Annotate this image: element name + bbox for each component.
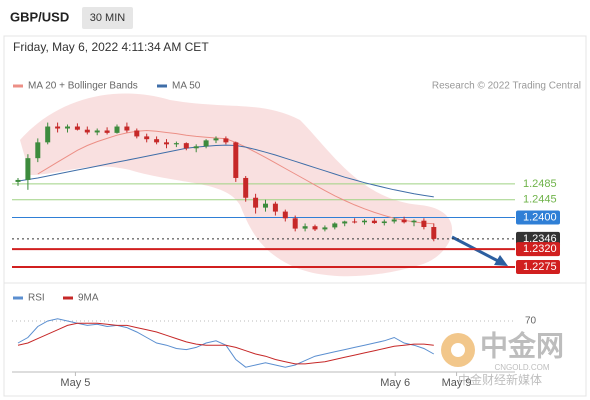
candle-body: [144, 136, 150, 140]
timeframe-button[interactable]: [82, 7, 133, 29]
level-label: 1.2275: [523, 261, 557, 273]
candle-body: [431, 227, 437, 239]
candle-body: [45, 126, 51, 143]
candle-body: [193, 146, 199, 149]
x-tick-label: May 9: [442, 377, 472, 389]
level-label: 1.2445: [523, 194, 557, 206]
level-label-box: [516, 259, 560, 274]
candle-body: [362, 220, 367, 223]
candle-body: [342, 221, 348, 224]
candle-body: [352, 221, 358, 223]
candle-body: [391, 219, 397, 222]
arrow-head: [494, 255, 508, 266]
candle-body: [35, 142, 41, 159]
candle-body: [411, 220, 417, 223]
timeframe[interactable]: 30 MIN: [90, 12, 126, 24]
legend-label: MA 20 + Bollinger Bands: [28, 81, 138, 92]
candle-body: [134, 130, 140, 137]
watermark-tagline: 中金财经新媒体: [458, 372, 542, 387]
candle-body: [332, 223, 338, 228]
level-label: 1.2485: [523, 178, 557, 190]
candle-body: [104, 130, 110, 133]
candle-body: [312, 226, 318, 230]
watermark-name: 中金网: [480, 329, 564, 361]
candle-body: [292, 218, 298, 229]
candle-body: [253, 197, 259, 208]
candle-body: [15, 179, 21, 182]
candle-body: [381, 221, 387, 224]
candle-body: [263, 203, 268, 208]
candle-body: [114, 126, 120, 133]
level-label: 1.2400: [523, 211, 557, 223]
candle-body: [94, 130, 100, 133]
legend-label: MA 50: [172, 81, 201, 92]
credit: Research © 2022 Trading Central: [432, 81, 581, 92]
level-label-box: [516, 210, 560, 225]
candle-body: [213, 138, 219, 141]
level-label: 1.2320: [523, 243, 557, 255]
candle-body: [302, 226, 308, 229]
candle-body: [233, 142, 239, 178]
watermark: 中金网 CNGOLD.COM 中金财经新媒体: [441, 329, 564, 387]
candle-body: [272, 203, 278, 212]
watermark-site: CNGOLD.COM: [494, 363, 549, 372]
candle-body: [25, 158, 31, 180]
x-tick-label: May 5: [60, 377, 90, 389]
candle-body: [223, 138, 229, 143]
panel-border: [3, 35, 587, 397]
level-label-box: [516, 242, 560, 257]
candle-body: [84, 129, 90, 133]
candle-body: [55, 126, 61, 129]
candle-body: [164, 142, 169, 145]
candle-body: [65, 126, 70, 129]
candle-body: [154, 139, 160, 143]
x-tick-label: May 6: [380, 377, 410, 389]
ma-line: [17, 144, 434, 198]
candle-body: [203, 140, 209, 147]
candle-body: [173, 143, 179, 145]
candle-body: [421, 220, 427, 228]
candle-body: [243, 177, 249, 198]
legend-label: 9MA: [78, 293, 99, 304]
legend-label: RSI: [28, 293, 45, 304]
timestamp: Friday, May 6, 2022 4:11:34 AM CET: [13, 40, 209, 54]
logo-inner: [451, 343, 465, 357]
candle-body: [282, 211, 288, 219]
candle-body: [371, 220, 377, 224]
y-tick-label: 70: [525, 316, 537, 327]
candle-body: [322, 227, 328, 230]
level-label: 1.2346: [523, 233, 557, 245]
candle-body: [124, 126, 130, 131]
bollinger-band: [20, 93, 453, 277]
candle-body: [183, 143, 189, 149]
indicator-line: [17, 322, 434, 365]
symbol: GBP/USD: [10, 9, 69, 24]
candle-body: [401, 219, 407, 223]
candle-body: [74, 126, 80, 130]
